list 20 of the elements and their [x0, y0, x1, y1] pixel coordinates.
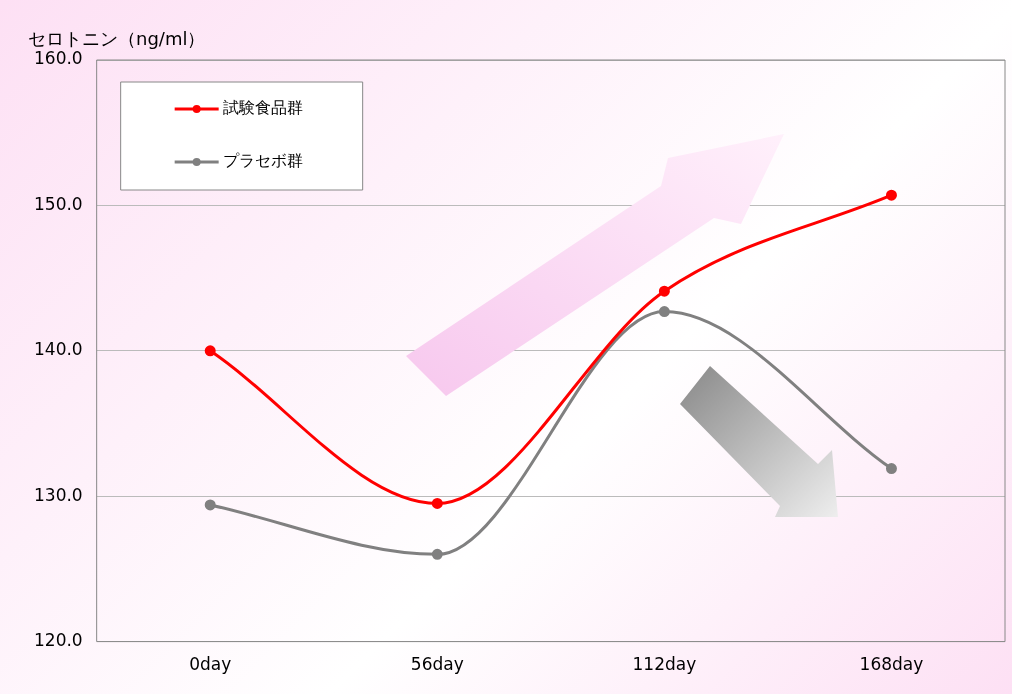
y-tick-label: 130.0	[34, 484, 83, 505]
x-tick-label: 0day	[189, 654, 232, 675]
x-tick-label: 168day	[859, 654, 924, 675]
point	[658, 306, 670, 318]
point	[658, 285, 670, 297]
point	[885, 463, 897, 475]
y-tick-label: 160.0	[34, 48, 83, 69]
point	[204, 499, 216, 511]
point	[431, 497, 443, 509]
point	[885, 189, 897, 201]
legend-label: 試験食品群	[222, 98, 303, 118]
point	[431, 548, 443, 560]
x-tick-label: 56day	[410, 654, 464, 675]
legend-label: プラセボ群	[222, 151, 303, 171]
y-tick-label: 140.0	[34, 339, 83, 360]
y-axis-title: セロトニン（ng/ml）	[28, 27, 206, 49]
y-tick-label: 150.0	[34, 193, 83, 214]
x-tick-label: 112day	[632, 654, 697, 675]
point	[204, 345, 216, 357]
y-tick-label: 120.0	[34, 630, 83, 651]
